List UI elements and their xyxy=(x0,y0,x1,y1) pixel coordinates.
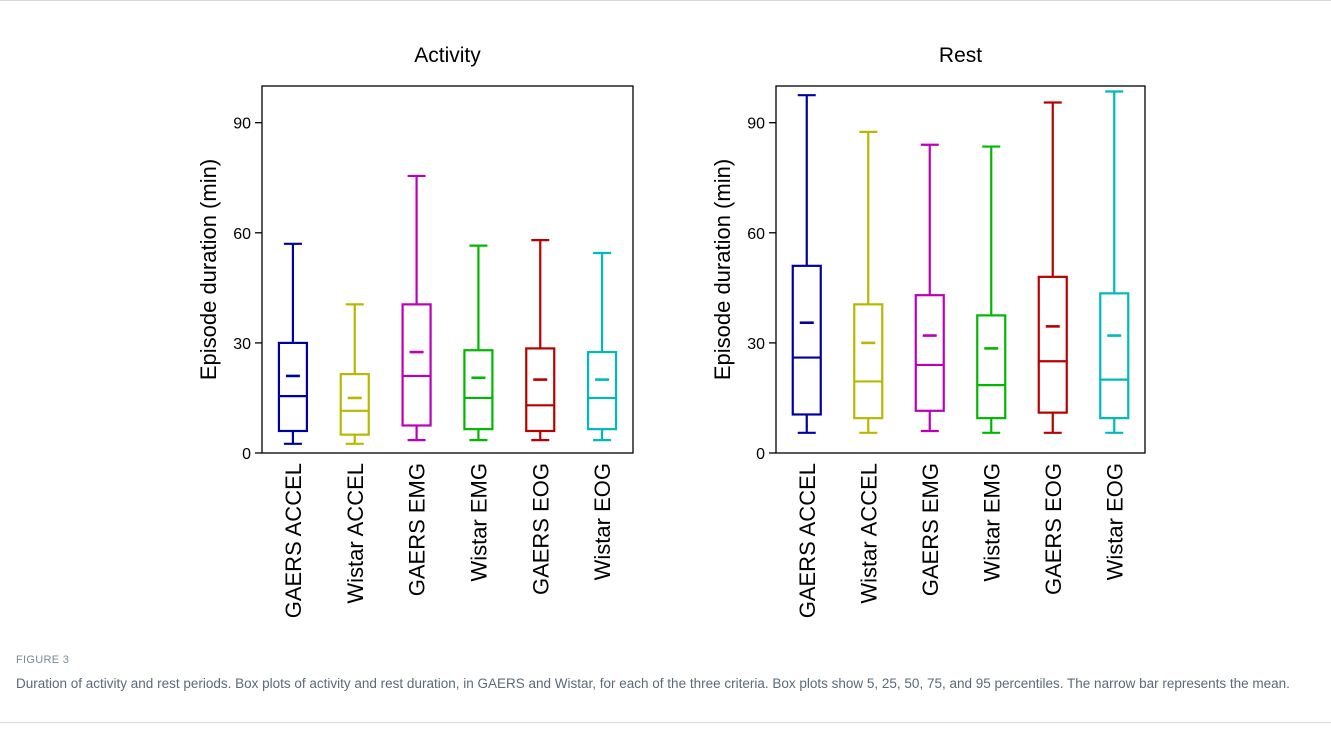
box-plot-2 xyxy=(914,143,945,433)
chart-panel-0: Activity 0 30 60 90 Episode duration (min) GAE… xyxy=(196,44,634,618)
box-plot-4 xyxy=(525,239,556,442)
box-iqr xyxy=(976,314,1007,420)
y-tick-label: 30 xyxy=(747,336,765,353)
x-category-label: Wistar EOG xyxy=(590,463,615,580)
box-iqr xyxy=(339,372,370,436)
y-tick-label: 60 xyxy=(747,226,765,243)
figure-caption-text: Duration of activity and rest periods. B… xyxy=(16,676,1290,691)
box-iqr xyxy=(791,264,822,416)
box-plot-3 xyxy=(463,244,494,442)
chart-panel-1: Rest 0 30 60 90 Episode duration (min) GAERS A… xyxy=(710,44,1146,618)
x-category-label: Wistar ACCEL xyxy=(343,463,368,604)
x-category-label: GAERS EOG xyxy=(1041,463,1066,595)
x-category-label: GAERS ACCEL xyxy=(795,463,820,618)
box-iqr xyxy=(914,294,945,412)
x-category-label: GAERS EMG xyxy=(405,463,430,596)
figure-label: FIGURE 3 xyxy=(16,654,70,666)
box-plot-1 xyxy=(853,130,884,434)
bottom-divider xyxy=(0,722,1331,723)
y-tick-label: 30 xyxy=(233,336,251,353)
y-tick-label: 60 xyxy=(233,226,251,243)
y-tick-label: 0 xyxy=(242,446,251,463)
figure-charts: Activity 0 30 60 90 Episode duration (min) GAE… xyxy=(196,44,1146,618)
y-tick-label: 90 xyxy=(747,116,765,133)
y-axis-label: Episode duration (min) xyxy=(710,159,735,380)
box-iqr xyxy=(463,349,494,431)
chart-title: Activity xyxy=(414,44,481,67)
box-iqr xyxy=(586,350,618,431)
chart-title: Rest xyxy=(939,44,982,67)
box-iqr xyxy=(853,303,884,420)
box-iqr xyxy=(1037,275,1068,414)
box-iqr xyxy=(1099,292,1130,420)
box-iqr xyxy=(401,303,432,427)
y-tick-label: 0 xyxy=(756,446,765,463)
x-category-label: Wistar EMG xyxy=(979,463,1004,582)
box-plot-1 xyxy=(339,303,370,445)
x-category-label: Wistar ACCEL xyxy=(856,463,881,604)
box-plot-0 xyxy=(791,94,822,434)
x-category-label: GAERS EMG xyxy=(918,463,943,596)
plot-area-border xyxy=(261,85,634,454)
box-plot-5 xyxy=(586,251,618,442)
x-category-label: Wistar EMG xyxy=(466,463,491,582)
box-plot-2 xyxy=(401,174,432,442)
x-category-label: Wistar EOG xyxy=(1102,463,1127,580)
box-plot-4 xyxy=(1037,101,1068,434)
plot-area-border xyxy=(775,85,1146,454)
y-tick-label: 90 xyxy=(233,116,251,133)
box-plot-0 xyxy=(277,242,309,445)
x-category-label: GAERS EOG xyxy=(528,463,553,595)
box-plot-3 xyxy=(976,145,1007,434)
box-iqr xyxy=(277,341,309,433)
box-plot-5 xyxy=(1099,90,1130,434)
y-axis-label: Episode duration (min) xyxy=(196,159,221,380)
x-category-label: GAERS ACCEL xyxy=(281,463,306,618)
box-iqr xyxy=(525,347,556,433)
figure-caption: FIGURE 3 Duration of activity and rest p… xyxy=(16,654,1316,694)
